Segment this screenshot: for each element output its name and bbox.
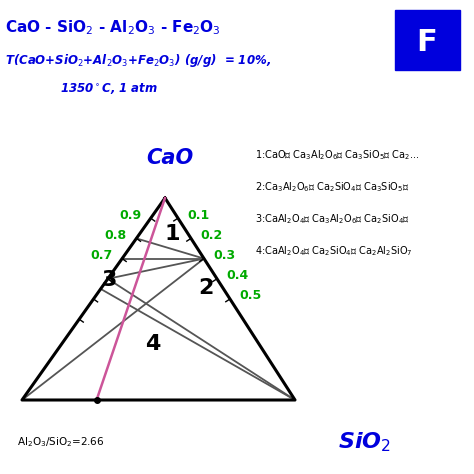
- Text: 4:CaAl$_2$O$_4$、 Ca$_2$SiO$_4$、 Ca$_2$Al$_2$SiO$_7$: 4:CaAl$_2$O$_4$、 Ca$_2$SiO$_4$、 Ca$_2$Al…: [255, 244, 413, 258]
- Text: 0.1: 0.1: [188, 209, 210, 222]
- Text: 0.2: 0.2: [201, 229, 223, 242]
- Text: 1:CaO、 Ca$_3$Al$_2$O$_6$、 Ca$_3$SiO$_5$、 Ca$_2$...: 1:CaO、 Ca$_3$Al$_2$O$_6$、 Ca$_3$SiO$_5$、…: [255, 148, 419, 162]
- Text: 1: 1: [164, 224, 180, 245]
- Text: F: F: [417, 27, 438, 56]
- Text: 4: 4: [145, 335, 161, 355]
- Text: 1350$^\circ$C, 1 atm: 1350$^\circ$C, 1 atm: [60, 82, 158, 97]
- Text: Al$_2$O$_3$/SiO$_2$=2.66: Al$_2$O$_3$/SiO$_2$=2.66: [17, 435, 105, 449]
- Text: 0.3: 0.3: [214, 249, 236, 262]
- Text: T(CaO+SiO$_2$+Al$_2$O$_3$+Fe$_2$O$_3$) (g/g)  = 10%,: T(CaO+SiO$_2$+Al$_2$O$_3$+Fe$_2$O$_3$) (…: [5, 52, 271, 69]
- Text: CaO: CaO: [146, 148, 193, 168]
- Text: 0.8: 0.8: [105, 229, 127, 242]
- Text: 2: 2: [198, 278, 213, 298]
- Text: 0.9: 0.9: [119, 209, 141, 221]
- Text: 3:CaAl$_2$O$_4$、 Ca$_3$Al$_2$O$_6$、 Ca$_2$SiO$_4$、: 3:CaAl$_2$O$_4$、 Ca$_3$Al$_2$O$_6$、 Ca$_…: [255, 212, 410, 226]
- Text: 0.7: 0.7: [90, 249, 112, 262]
- Text: 3: 3: [101, 270, 117, 290]
- Text: 0.5: 0.5: [240, 290, 262, 302]
- FancyBboxPatch shape: [395, 10, 460, 70]
- Text: CaO - SiO$_2$ - Al$_2$O$_3$ - Fe$_2$O$_3$: CaO - SiO$_2$ - Al$_2$O$_3$ - Fe$_2$O$_3…: [5, 18, 221, 36]
- Text: 0.4: 0.4: [227, 269, 249, 282]
- Text: SiO$_2$: SiO$_2$: [338, 430, 392, 454]
- Text: 2:Ca$_3$Al$_2$O$_6$、 Ca$_2$SiO$_4$、 Ca$_3$SiO$_5$、: 2:Ca$_3$Al$_2$O$_6$、 Ca$_2$SiO$_4$、 Ca$_…: [255, 180, 409, 194]
